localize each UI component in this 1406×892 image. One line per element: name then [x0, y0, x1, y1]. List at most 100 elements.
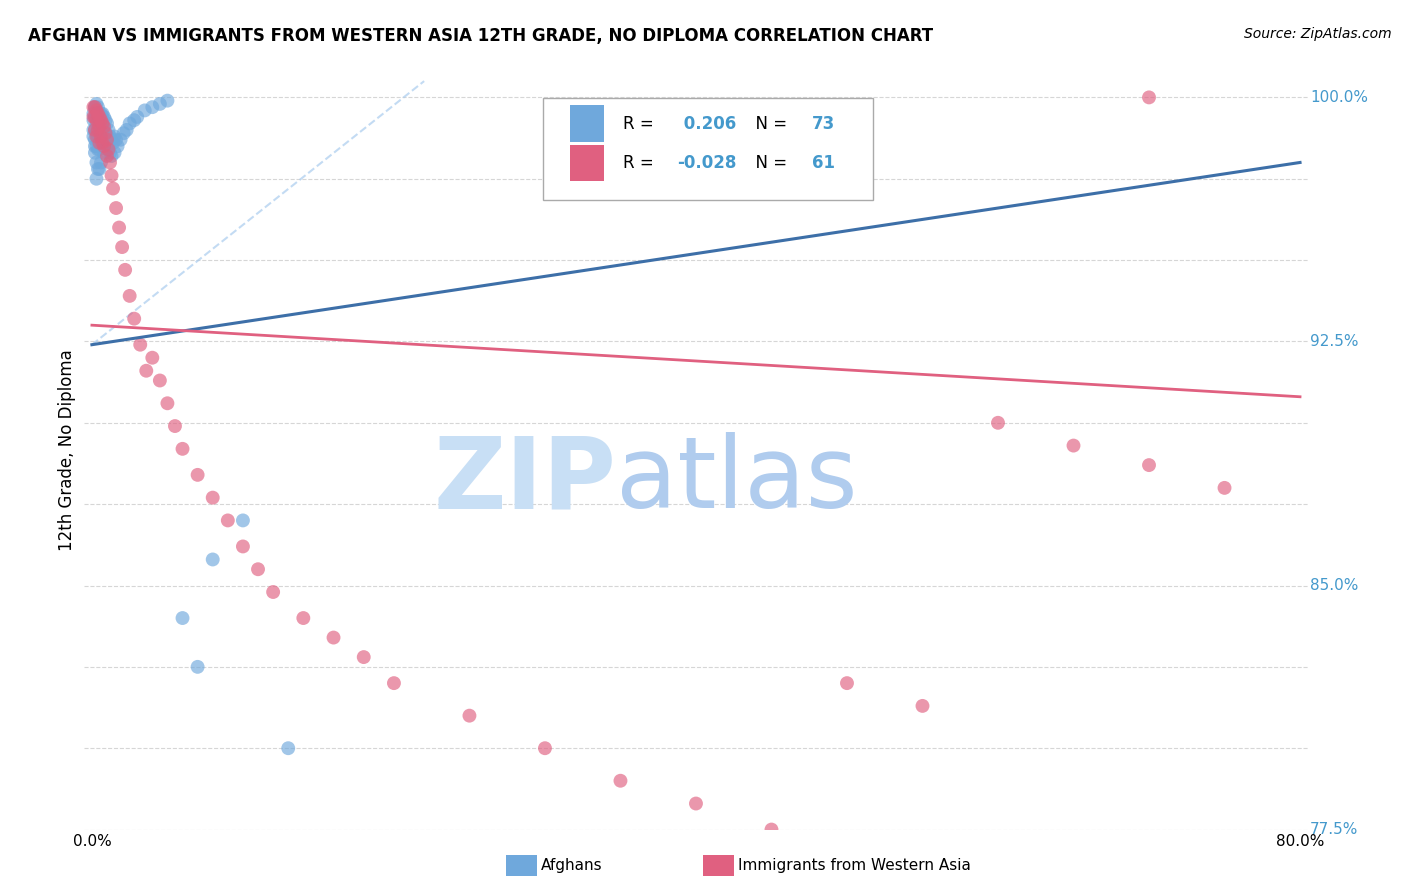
Point	[91, 129, 114, 144]
FancyBboxPatch shape	[569, 105, 605, 142]
Text: Immigrants from Western Asia: Immigrants from Western Asia	[738, 858, 972, 872]
Text: R =: R =	[623, 115, 658, 133]
Point	[86, 106, 108, 120]
Point	[247, 562, 270, 576]
Point	[87, 100, 110, 114]
Point	[134, 103, 156, 118]
Point	[201, 491, 224, 505]
Point	[101, 136, 124, 150]
Point	[98, 155, 121, 169]
Point	[96, 149, 118, 163]
Point	[89, 116, 111, 130]
Point	[90, 113, 112, 128]
Point	[111, 240, 134, 254]
Point	[86, 96, 108, 111]
Point	[201, 552, 224, 566]
Point	[292, 611, 315, 625]
Point	[93, 133, 115, 147]
Text: AFGHAN VS IMMIGRANTS FROM WESTERN ASIA 12TH GRADE, NO DIPLOMA CORRELATION CHART: AFGHAN VS IMMIGRANTS FROM WESTERN ASIA 1…	[28, 27, 934, 45]
Point	[93, 110, 115, 124]
Text: N =: N =	[745, 154, 792, 172]
Point	[86, 171, 108, 186]
Point	[87, 123, 110, 137]
Point	[187, 467, 209, 482]
Point	[217, 513, 239, 527]
Point	[87, 143, 110, 157]
Point	[82, 129, 104, 144]
Point	[84, 123, 107, 137]
Point	[90, 155, 112, 169]
Point	[89, 136, 111, 150]
Point	[107, 139, 129, 153]
Point	[761, 822, 783, 837]
Point	[172, 442, 194, 456]
Point	[97, 139, 120, 153]
Point	[115, 123, 138, 137]
Point	[187, 660, 209, 674]
Point	[322, 631, 344, 645]
Point	[118, 289, 141, 303]
Point	[93, 139, 115, 153]
Point	[277, 741, 299, 756]
Point	[353, 650, 375, 665]
Point	[90, 116, 112, 130]
Point	[114, 263, 136, 277]
Point	[118, 116, 141, 130]
Point	[93, 120, 115, 134]
Point	[87, 123, 110, 137]
Point	[82, 106, 104, 120]
Point	[101, 181, 124, 195]
Point	[96, 143, 118, 157]
Point	[1063, 439, 1085, 453]
Point	[84, 145, 107, 160]
Text: 92.5%: 92.5%	[1310, 334, 1358, 349]
Point	[835, 676, 858, 690]
Point	[84, 139, 107, 153]
Point	[1213, 481, 1236, 495]
Text: 85.0%: 85.0%	[1310, 578, 1358, 593]
Point	[105, 201, 128, 215]
Point	[110, 133, 132, 147]
Point	[84, 110, 107, 124]
Point	[112, 126, 135, 140]
Point	[609, 773, 631, 788]
Point	[91, 136, 114, 150]
Point	[86, 116, 108, 130]
Text: Source: ZipAtlas.com: Source: ZipAtlas.com	[1244, 27, 1392, 41]
Point	[232, 540, 254, 554]
Point	[84, 123, 107, 137]
Point	[100, 149, 122, 163]
Point	[84, 100, 107, 114]
Point	[90, 139, 112, 153]
Point	[84, 110, 107, 124]
Point	[1137, 458, 1160, 472]
Point	[100, 133, 122, 147]
Point	[93, 123, 115, 137]
Point	[93, 145, 115, 160]
Point	[685, 797, 707, 811]
Point	[84, 133, 107, 147]
Point	[94, 126, 117, 140]
Point	[232, 513, 254, 527]
Point	[105, 133, 128, 147]
Point	[262, 585, 284, 599]
Point	[172, 611, 194, 625]
Point	[97, 123, 120, 137]
Point	[163, 419, 186, 434]
Point	[89, 106, 111, 120]
Point	[89, 143, 111, 157]
Point	[82, 123, 104, 137]
Point	[122, 311, 145, 326]
Point	[91, 106, 114, 120]
Point	[91, 116, 114, 130]
Point	[382, 676, 405, 690]
Point	[91, 116, 114, 130]
Point	[89, 120, 111, 134]
Point	[98, 129, 121, 144]
Point	[108, 220, 131, 235]
Point	[89, 110, 111, 124]
Point	[87, 133, 110, 147]
Point	[1137, 90, 1160, 104]
Point	[89, 129, 111, 144]
Point	[90, 106, 112, 120]
